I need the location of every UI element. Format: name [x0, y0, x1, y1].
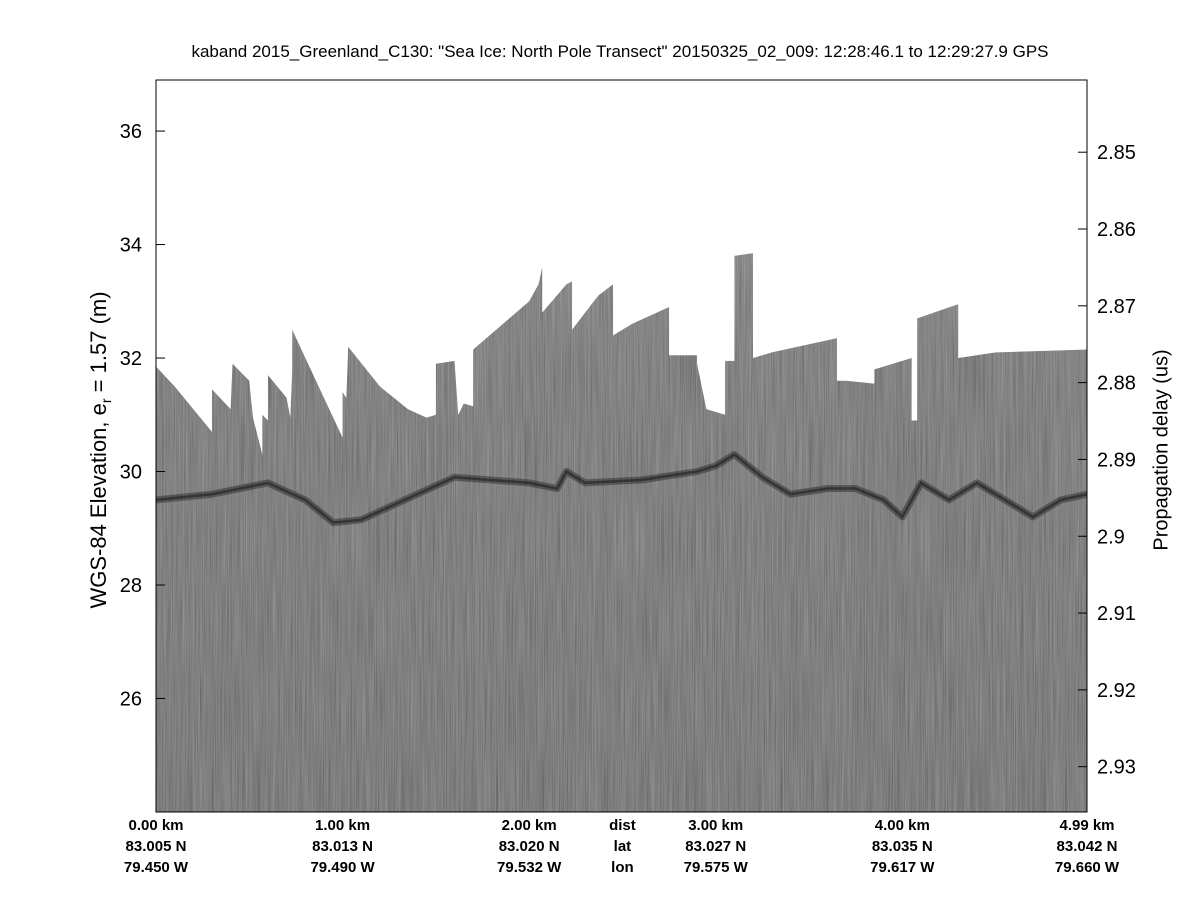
x-lon-label: 79.617 W: [870, 859, 935, 876]
right-tick-label: 2.87: [1097, 296, 1136, 318]
x-dist-label: 0.00 km: [128, 817, 184, 834]
air-region: [156, 80, 1087, 455]
x-dist-label: 4.00 km: [874, 817, 930, 834]
right-y-axis-label: Propagation delay (us): [1150, 349, 1173, 551]
dark-layer-core: [156, 452, 1087, 524]
x-lon-label: 79.532 W: [497, 859, 562, 876]
right-tick-label: 2.9: [1097, 526, 1125, 548]
left-tick-label: 34: [120, 235, 142, 257]
row-name-lat: lat: [613, 838, 632, 855]
left-y-axis-label: WGS-84 Elevation, er = 1.57 (m): [85, 291, 115, 609]
left-tick-label: 28: [120, 575, 142, 597]
x-dist-label: 3.00 km: [688, 817, 744, 834]
chart-title: kaband 2015_Greenland_C130: "Sea Ice: No…: [191, 42, 1049, 61]
x-lon-label: 79.575 W: [683, 859, 748, 876]
x-lat-label: 83.027 N: [685, 838, 747, 855]
right-tick-label: 2.86: [1097, 219, 1136, 241]
right-tick-label: 2.89: [1097, 449, 1136, 471]
right-tick-label: 2.88: [1097, 373, 1136, 395]
x-lat-label: 83.042 N: [1056, 838, 1118, 855]
left-tick-label: 36: [120, 121, 142, 143]
x-lat-label: 83.035 N: [871, 838, 933, 855]
axes-frame: [155, 79, 1088, 813]
x-lat-label: 83.020 N: [498, 838, 560, 855]
x-dist-label: 4.99 km: [1059, 817, 1115, 834]
left-tick-label: 26: [120, 689, 142, 711]
right-y-axis: 2.85 2.86 2.87 2.88 2.89 2.9 2.91 2.92 2.93: [1078, 142, 1136, 779]
right-tick-label: 2.85: [1097, 142, 1136, 164]
right-tick-label: 2.91: [1097, 603, 1136, 625]
left-y-axis: 26 28 30 32 34 36: [120, 121, 165, 711]
x-dist-label: 2.00 km: [501, 817, 557, 834]
right-tick-label: 2.92: [1097, 680, 1136, 702]
x-lon-label: 79.490 W: [310, 859, 375, 876]
echogram-image: [156, 80, 1087, 812]
x-lat-label: 83.013 N: [312, 838, 374, 855]
left-tick-label: 32: [120, 348, 142, 370]
right-tick-label: 2.93: [1097, 757, 1136, 779]
x-lat-label: 83.005 N: [125, 838, 187, 855]
x-dist-label: 1.00 km: [315, 817, 371, 834]
x-lon-label: 79.660 W: [1054, 859, 1120, 876]
row-name-lon: lon: [611, 859, 634, 876]
x-lon-label: 79.450 W: [123, 859, 189, 876]
left-tick-label: 30: [120, 462, 142, 484]
row-name-dist: dist: [609, 817, 636, 834]
